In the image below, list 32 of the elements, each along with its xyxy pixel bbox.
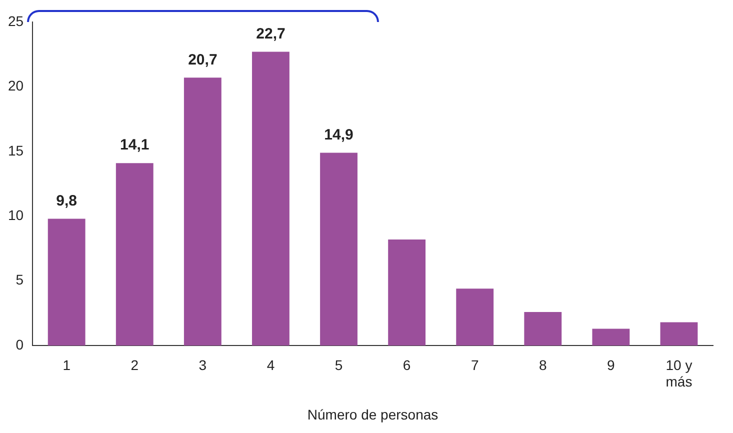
data-label: 14,1	[120, 136, 150, 154]
y-tick-label: 5	[16, 272, 24, 288]
data-label: 14,9	[324, 126, 354, 144]
y-tick-label: 10	[8, 207, 24, 224]
bar	[524, 312, 562, 346]
bar	[456, 288, 494, 346]
x-axis-title: Número de personas	[307, 406, 438, 422]
x-tick-label: 9	[607, 356, 616, 373]
x-tick-label: 5	[334, 356, 343, 373]
y-tick-label: 20	[8, 78, 24, 94]
bar	[48, 218, 86, 346]
x-tick-label: 1	[62, 356, 71, 373]
x-tick-label: 2	[130, 356, 139, 373]
bar	[660, 322, 698, 346]
bar	[116, 163, 154, 346]
x-tick-label: 3	[198, 356, 207, 373]
bar	[320, 152, 358, 346]
data-label: 9,8	[56, 192, 78, 210]
x-tick-label: 10 y más	[666, 356, 692, 390]
data-label: 22,7	[256, 25, 286, 42]
x-tick-label: 7	[470, 356, 479, 373]
bar	[184, 78, 222, 346]
bar	[592, 328, 630, 346]
x-tick-label: 4	[266, 356, 275, 373]
x-tick-label: 8	[538, 356, 547, 373]
data-label: 20,7	[188, 51, 218, 68]
x-tick-label: 6	[402, 356, 411, 373]
y-tick-label: 25	[8, 12, 24, 29]
y-tick-label: 15	[8, 142, 24, 158]
bar	[252, 52, 290, 346]
y-tick-label: 0	[16, 336, 24, 352]
bar	[388, 239, 426, 346]
